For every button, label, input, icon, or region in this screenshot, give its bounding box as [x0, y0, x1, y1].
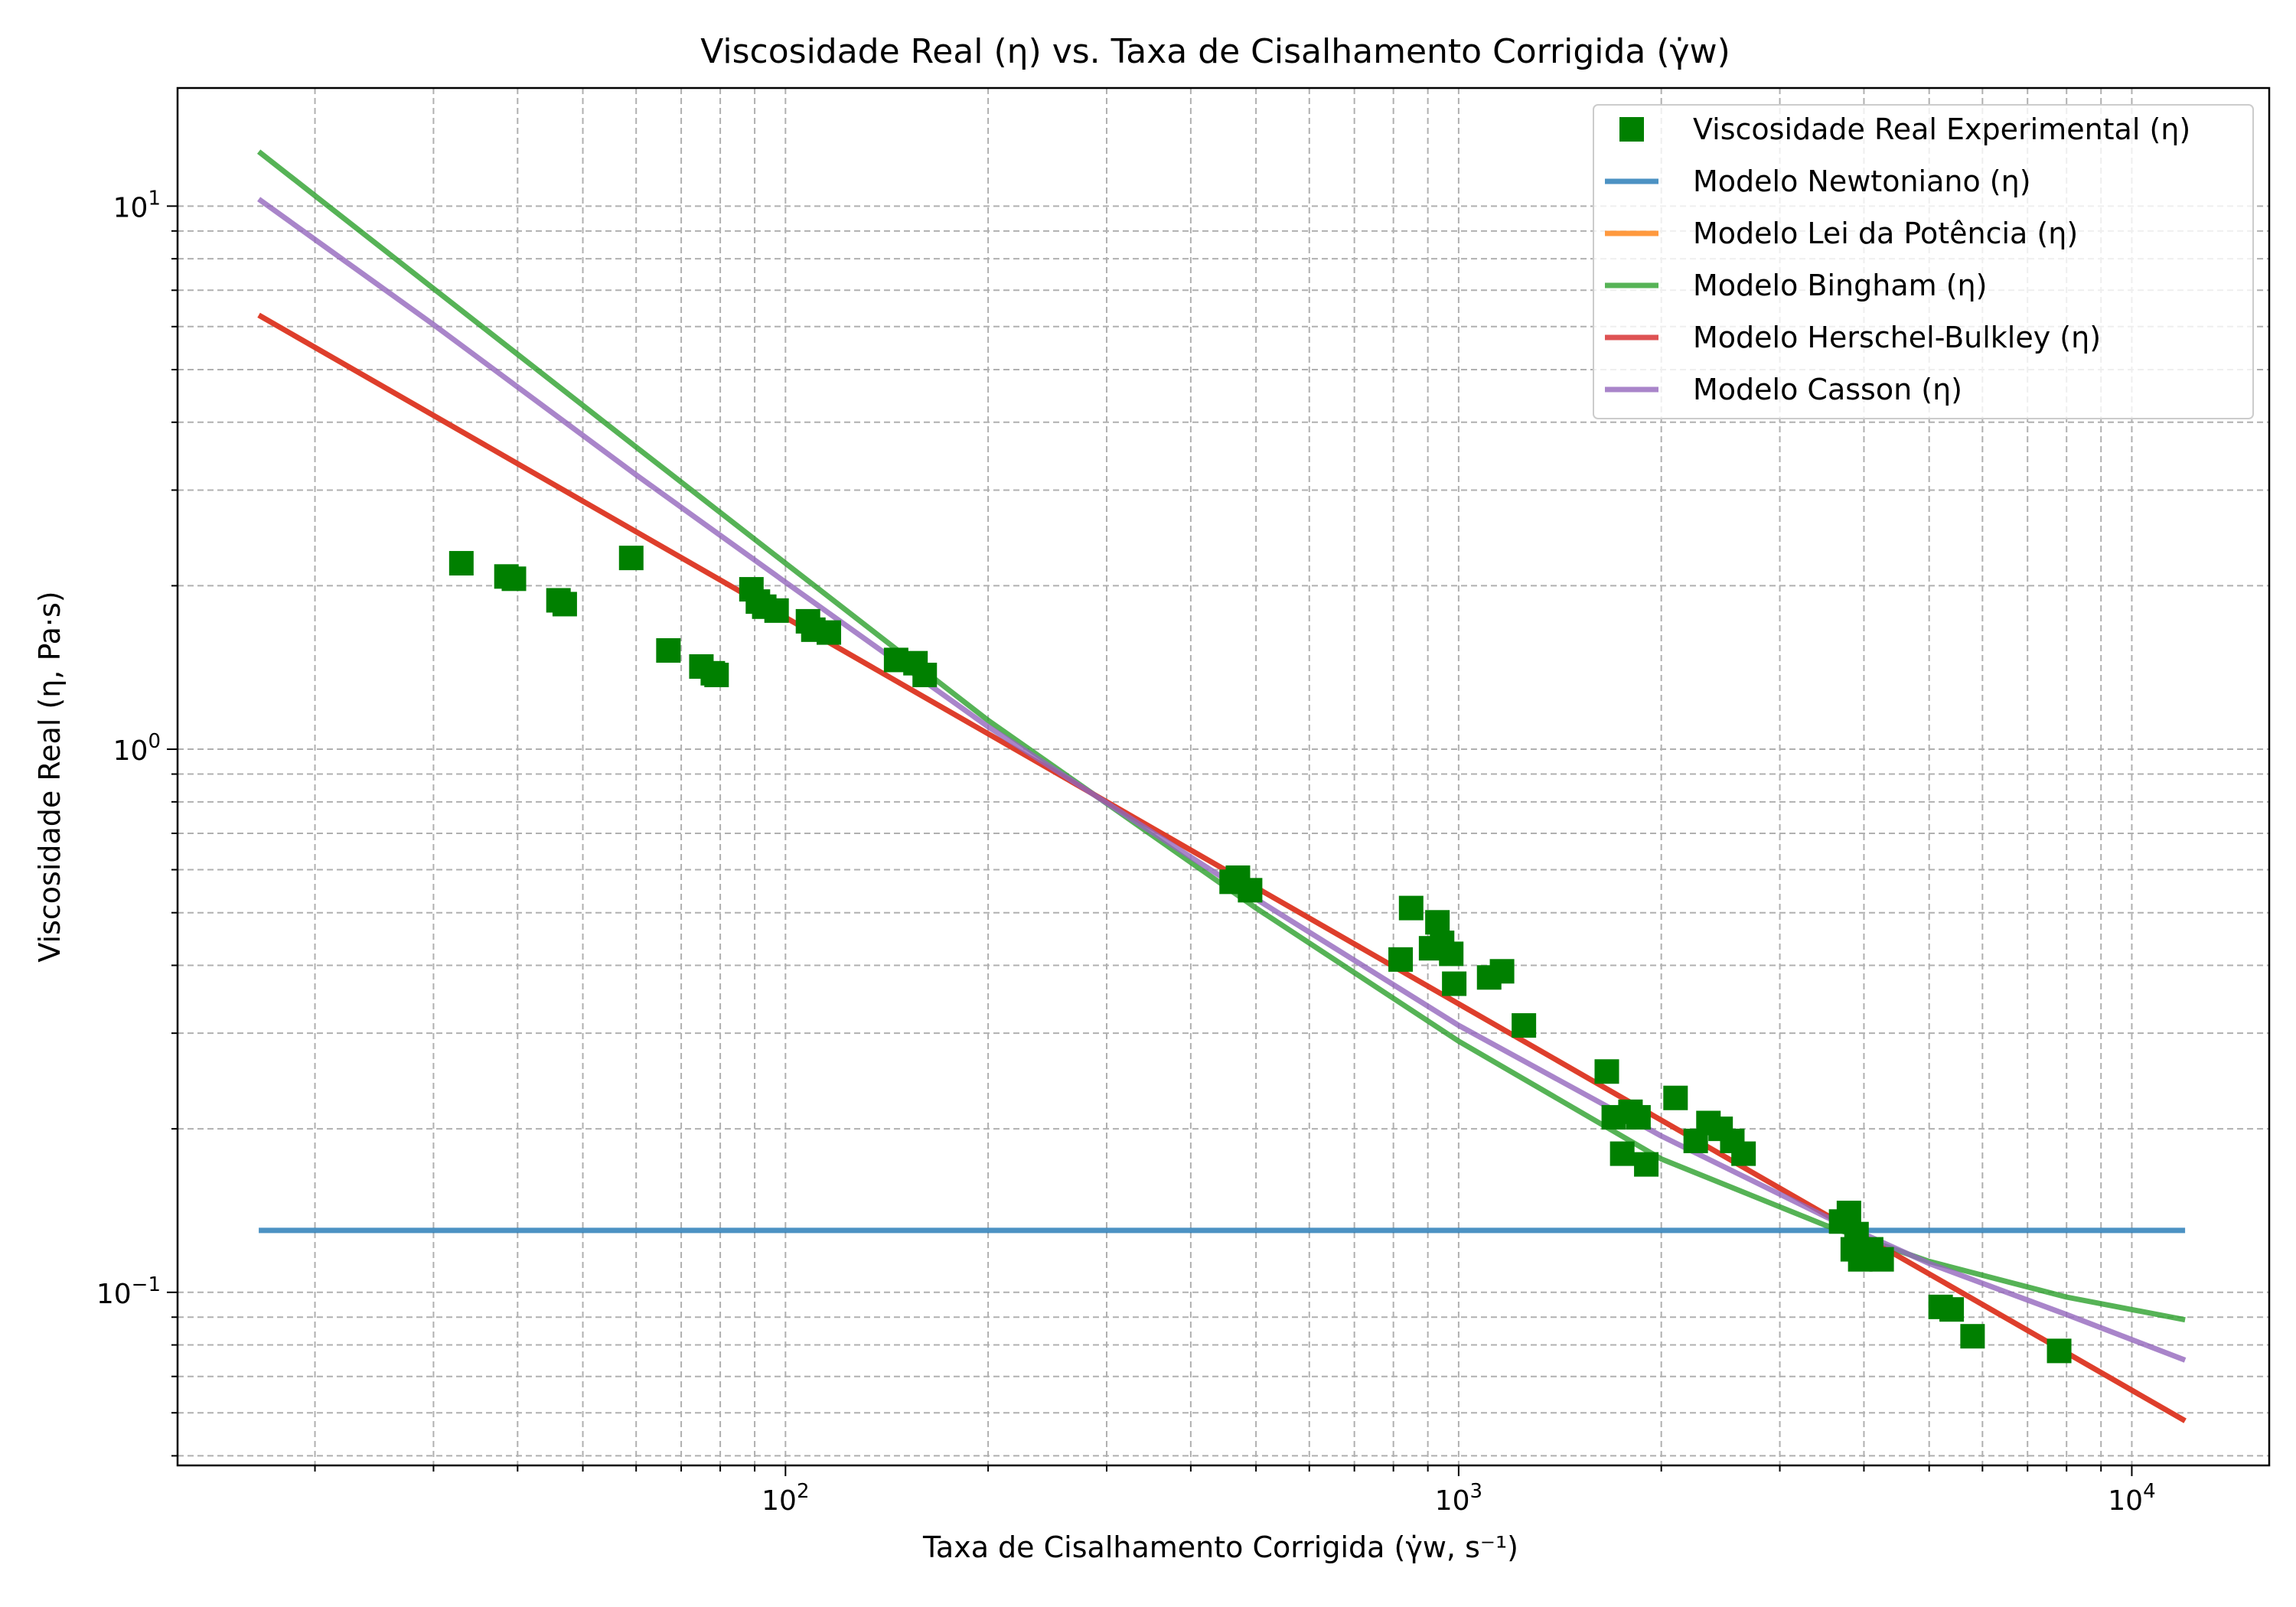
y-tick-label: 10−1 [96, 1273, 161, 1310]
data-point [1398, 895, 1424, 921]
data-point [1489, 959, 1515, 984]
x-axis-label: Taxa de Cisalhamento Corrigida (γ̇w, s⁻¹… [922, 1530, 1518, 1564]
data-point [656, 638, 681, 663]
chart-title: Viscosidade Real (η) vs. Taxa de Cisalha… [700, 32, 1730, 71]
x-tick-label: 102 [762, 1480, 809, 1517]
data-point [1439, 941, 1464, 966]
data-point [501, 566, 527, 592]
data-point [1238, 878, 1263, 903]
legend-label: Modelo Casson (η) [1693, 373, 1962, 406]
data-point [618, 546, 644, 571]
data-point [1634, 1152, 1659, 1177]
scatter-points [448, 546, 2072, 1364]
data-point [1388, 947, 1414, 972]
data-point [1594, 1059, 1619, 1084]
data-point [1626, 1105, 1651, 1130]
legend-label: Modelo Bingham (η) [1693, 269, 1987, 302]
y-tick-label: 101 [113, 187, 161, 223]
plot-frame [176, 86, 2271, 1467]
data-point [764, 598, 789, 623]
data-point [1731, 1141, 1756, 1166]
data-point [1960, 1324, 1985, 1349]
data-point [2047, 1338, 2072, 1364]
legend-label: Modelo Lei da Potência (η) [1693, 217, 2078, 250]
legend-label: Modelo Newtoniano (η) [1693, 165, 2031, 198]
series-lines [256, 149, 2187, 1423]
data-point [704, 663, 729, 688]
legend-label: Modelo Herschel-Bulkley (η) [1693, 321, 2101, 354]
series-line [256, 149, 2186, 1323]
data-point [1939, 1297, 1965, 1322]
data-point [1869, 1247, 1894, 1272]
data-point [1609, 1141, 1635, 1166]
legend-label: Viscosidade Real Experimental (η) [1693, 112, 2190, 146]
x-tick-label: 103 [1435, 1480, 1482, 1517]
data-point [448, 551, 474, 576]
data-point [817, 620, 842, 645]
y-axis-label: Viscosidade Real (η, Pa·s) [33, 591, 67, 962]
data-point [1425, 910, 1450, 935]
y-tick-label: 100 [113, 730, 161, 767]
x-axis: 102 103 104 [314, 1465, 2156, 1517]
data-point [552, 592, 577, 617]
data-point [912, 663, 938, 688]
y-axis: 10−1 100 101 [96, 187, 178, 1457]
grid-lines [178, 88, 2269, 1465]
data-point [1512, 1013, 1537, 1038]
legend-marker [1619, 117, 1644, 142]
legend-box [1593, 104, 2254, 419]
data-point [1836, 1201, 1861, 1226]
series-line [257, 197, 2187, 1363]
data-point [1663, 1085, 1688, 1110]
legend: Viscosidade Real Experimental (η) Modelo … [1593, 104, 2254, 419]
x-tick-label: 104 [2108, 1480, 2155, 1517]
data-point [1442, 971, 1467, 996]
